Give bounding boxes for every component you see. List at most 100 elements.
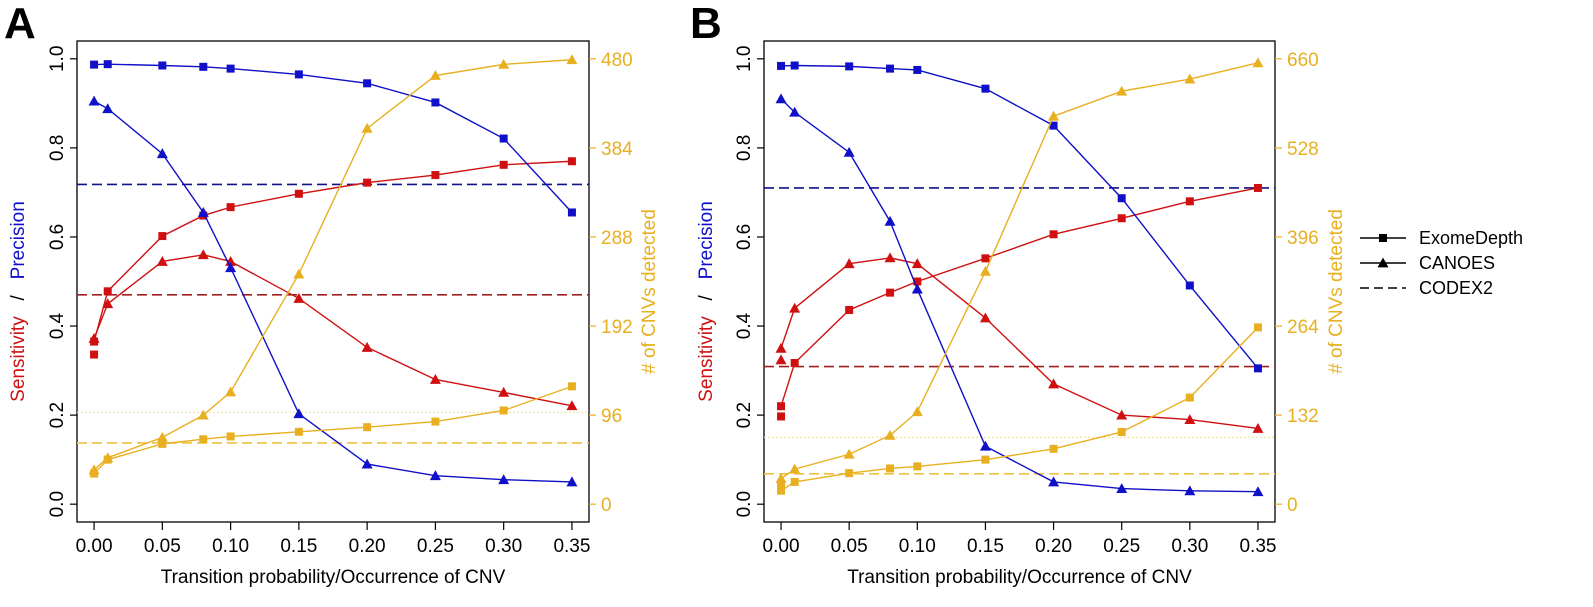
panel-a-y-left-tick-label-3: 0.6 [47, 224, 68, 250]
panel-a-canoes-precision-point-2 [156, 148, 168, 159]
panel-b-y-right-title: # of CNVs detected [1326, 209, 1347, 374]
panel-a-exomedepth-precision-line [94, 63, 573, 213]
panel-b-x-axis-title: Transition probability/Occurrence of CNV [847, 567, 1192, 588]
panel-a-exomedepth-sensitivity-point-8 [499, 160, 508, 169]
panel-a-canoes-precision-point-3 [197, 206, 209, 217]
panel-a-x-tick-label-1: 0.05 [144, 536, 181, 557]
panel-b-y-left-tick-label-1: 0.2 [734, 402, 755, 428]
panel-b-exomedepth-of-cnvs-point-4 [913, 462, 922, 471]
panel-a-exomedepth-of-cnvs-point-7 [431, 417, 440, 426]
panel-a-canoes-of-cnvs-point-0 [88, 464, 100, 475]
panel-b-exomedepth-of-cnvs-point-6 [1049, 444, 1058, 453]
panel-b-exomedepth-sensitivity-line [780, 187, 1259, 407]
panel-b-x-tick-label-7: 0.35 [1239, 536, 1276, 557]
panel-a-canoes-sensitivity-point-3 [197, 249, 209, 260]
panel-b-exomedepth-of-cnvs-point-5 [981, 455, 990, 464]
panel-a-exomedepth-of-cnvs-point-5 [294, 427, 303, 436]
panel-a-canoes-precision-point-8 [498, 474, 510, 485]
panel-a-y-right-tick-label-5: 480 [601, 50, 633, 71]
panel-a-canoes-sensitivity-point-2 [156, 255, 168, 266]
panel-a-canoes-sensitivity-line [93, 254, 573, 407]
panel-b-y-right-tick-label-0: 0 [1287, 495, 1298, 516]
panel-a-exomedepth-sensitivity-point-2 [158, 232, 167, 241]
panel-b-x-tick-label-6: 0.30 [1171, 536, 1208, 557]
panel-b-exomedepth-precision-point-3 [886, 64, 895, 73]
panel-a-exomedepth-precision-point-2 [158, 61, 167, 70]
panel-a-exomedepth-precision-point-5 [294, 70, 303, 79]
panel-b-exomedepth-sensitivity-point-9 [1253, 183, 1262, 192]
panel-b-canoes-precision-point-9 [1252, 486, 1264, 497]
panel-b-canoes-sensitivity-point-8 [1184, 414, 1196, 424]
panel-b-exomedepth-sensitivity-point-3 [886, 288, 895, 297]
panel-b-exomedepth-precision-point-1 [790, 61, 799, 70]
panel-a-y-left-tick-label-2: 0.4 [47, 312, 68, 339]
panel-b-canoes-sensitivity-extra-point-0 [775, 354, 787, 365]
panel-b-exomedepth-of-cnvs-point-1 [790, 477, 799, 486]
panel-b-canoes-of-cnvs-point-2 [843, 448, 855, 459]
legend-codex2-label: CODEX2 [1419, 278, 1493, 298]
panel-b-canoes-of-cnvs-point-6 [1048, 110, 1060, 121]
panel-a-exomedepth-of-cnvs-point-4 [226, 432, 235, 441]
panel-b-exomedepth-of-cnvs-point-2 [845, 469, 854, 478]
panel-a-canoes-precision-point-5 [293, 408, 305, 419]
panel-a-canoes-precision-point-0 [88, 95, 100, 106]
panel-b-exomedepth-of-cnvs-point-8 [1185, 393, 1194, 402]
panel-a-exomedepth-precision-point-7 [431, 98, 440, 107]
panel-b-exomedepth-sensitivity-point-4 [913, 277, 922, 286]
panel-a-exomedepth-of-cnvs-point-3 [199, 435, 208, 444]
panel-b-y-right-tick-label-5: 660 [1287, 50, 1319, 71]
panel-a-y-left-tick-label-5: 1.0 [47, 46, 68, 72]
panel-a-exomedepth-sensitivity-point-1 [103, 287, 112, 296]
panel-b-y-left-title-part-1: / [696, 294, 717, 316]
panel-b-exomedepth-precision-point-5 [981, 84, 990, 93]
panel-a-x-tick-label-0: 0.00 [76, 536, 113, 557]
panel-a-canoes-precision-line [93, 100, 572, 483]
legend-canoes-label: CANOES [1419, 253, 1495, 273]
panel-a-y-right-tick-label-0: 0 [601, 495, 612, 516]
panel-b-y-left-tick-label-3: 0.6 [734, 224, 755, 250]
panel-a-exomedepth-of-cnvs-point-2 [158, 439, 167, 448]
panel-a-canoes-of-cnvs-point-6 [361, 122, 373, 133]
panel-b-x-tick-label-2: 0.10 [899, 536, 936, 557]
panel-b-y-right-tick-label-3: 396 [1287, 228, 1319, 249]
panel-b-exomedepth-sensitivity-point-8 [1185, 197, 1194, 206]
panel-b-canoes-precision-point-8 [1184, 485, 1196, 496]
panel-b-canoes-precision-point-4 [911, 283, 923, 294]
panel-a-y-right-title: # of CNVs detected [639, 209, 660, 374]
panel-b-exomedepth-of-cnvs-point-3 [886, 464, 895, 473]
panel-b-canoes-sensitivity-line [780, 257, 1259, 430]
panel-b-y-right-tick-label-1: 132 [1287, 406, 1319, 427]
panel-b-canoes-sensitivity-point-6 [1048, 378, 1060, 389]
panel-a-canoes-precision-point-6 [361, 458, 373, 469]
panel-a-y-left-title-part-0: Sensitivity [8, 316, 29, 402]
panel-a-canoes-sensitivity-point-0 [88, 333, 100, 343]
panel-a-x-tick-label-6: 0.30 [485, 536, 522, 557]
panel-b-exomedepth-precision-point-0 [777, 61, 786, 70]
panel-b-canoes-of-cnvs-point-3 [884, 429, 896, 440]
panel-b-exomedepth-precision-point-6 [1049, 121, 1058, 130]
panel-b-exomedepth-precision-point-8 [1185, 281, 1194, 290]
panel-b-exomedepth-precision-line [781, 64, 1259, 369]
panel-a-exomedepth-precision-point-4 [226, 64, 235, 73]
panel-b-y-left-title-part-0: Sensitivity [696, 316, 717, 402]
panel-b-y-right-tick-label-2: 264 [1287, 317, 1319, 338]
panel-b-exomedepth-of-cnvs-point-0 [777, 486, 786, 495]
panel-b-y-left-tick-label-0: 0.0 [734, 491, 755, 517]
panel-b-canoes-precision-point-2 [843, 146, 855, 157]
panel-b-x-tick-label-0: 0.00 [763, 536, 800, 557]
panel-b-canoes-sensitivity-point-3 [884, 252, 896, 263]
panel-a-exomedepth-sensitivity-point-5 [294, 189, 303, 198]
panel-a-exomedepth-precision-point-0 [90, 60, 99, 69]
panel-a-plot-frame [76, 40, 590, 523]
panel-a-x-axis-title: Transition probability/Occurrence of CNV [161, 567, 506, 588]
panel-b-exomedepth-of-cnvs-point-9 [1253, 323, 1262, 332]
panel-a-exomedepth-precision-point-1 [103, 60, 112, 69]
panel-b-canoes-sensitivity-point-1 [789, 302, 801, 313]
panel-a-canoes-sensitivity-point-8 [498, 386, 510, 397]
panel-a-y-left-title: Sensitivity / Precision [8, 201, 29, 402]
panel-b-canoes-precision-line [780, 98, 1258, 493]
panel-a-canoes-of-cnvs-point-3 [197, 409, 209, 420]
panel-b-exomedepth-precision-point-4 [913, 65, 922, 74]
panel-b-exomedepth-of-cnvs-point-7 [1117, 427, 1126, 436]
